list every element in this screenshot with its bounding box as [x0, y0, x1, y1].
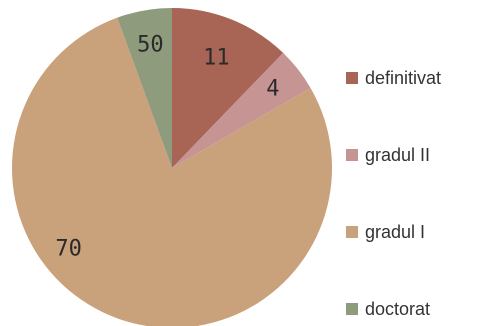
- data-label-definitivat: 11: [203, 46, 230, 71]
- legend-item-definitivat: definitivat: [346, 66, 482, 90]
- data-label-gradul-ii: 4: [266, 77, 279, 102]
- pie-slice-gradul-i: [12, 17, 332, 326]
- legend-label: definitivat: [365, 67, 442, 88]
- pie-slices: [12, 8, 332, 326]
- legend-label: doctorat: [365, 298, 431, 319]
- data-label-gradul-i: 70: [55, 236, 82, 261]
- data-label-doctorat: 50: [137, 33, 164, 58]
- legend-label: gradul II: [365, 144, 431, 165]
- pie-slice-doctorat: [117, 8, 172, 168]
- legend-item-gradul-i: gradul I: [346, 220, 482, 244]
- legend-swatch: [346, 303, 358, 315]
- legend-swatch: [346, 149, 358, 161]
- pie-data-labels: 11 4 70 50: [55, 33, 279, 262]
- legend: definitivat gradul II gradul I doctorat: [346, 66, 482, 321]
- legend-label: gradul I: [365, 221, 426, 242]
- pie-slice-definitivat: [172, 8, 284, 168]
- legend-swatch: [346, 226, 358, 238]
- pie-slice-gradul-ii: [172, 52, 311, 168]
- legend-item-doctorat: doctorat: [346, 297, 482, 321]
- legend-swatch: [346, 72, 358, 84]
- legend-item-gradul-ii: gradul II: [346, 143, 482, 167]
- pie-chart: 11 4 70 50: [12, 8, 332, 326]
